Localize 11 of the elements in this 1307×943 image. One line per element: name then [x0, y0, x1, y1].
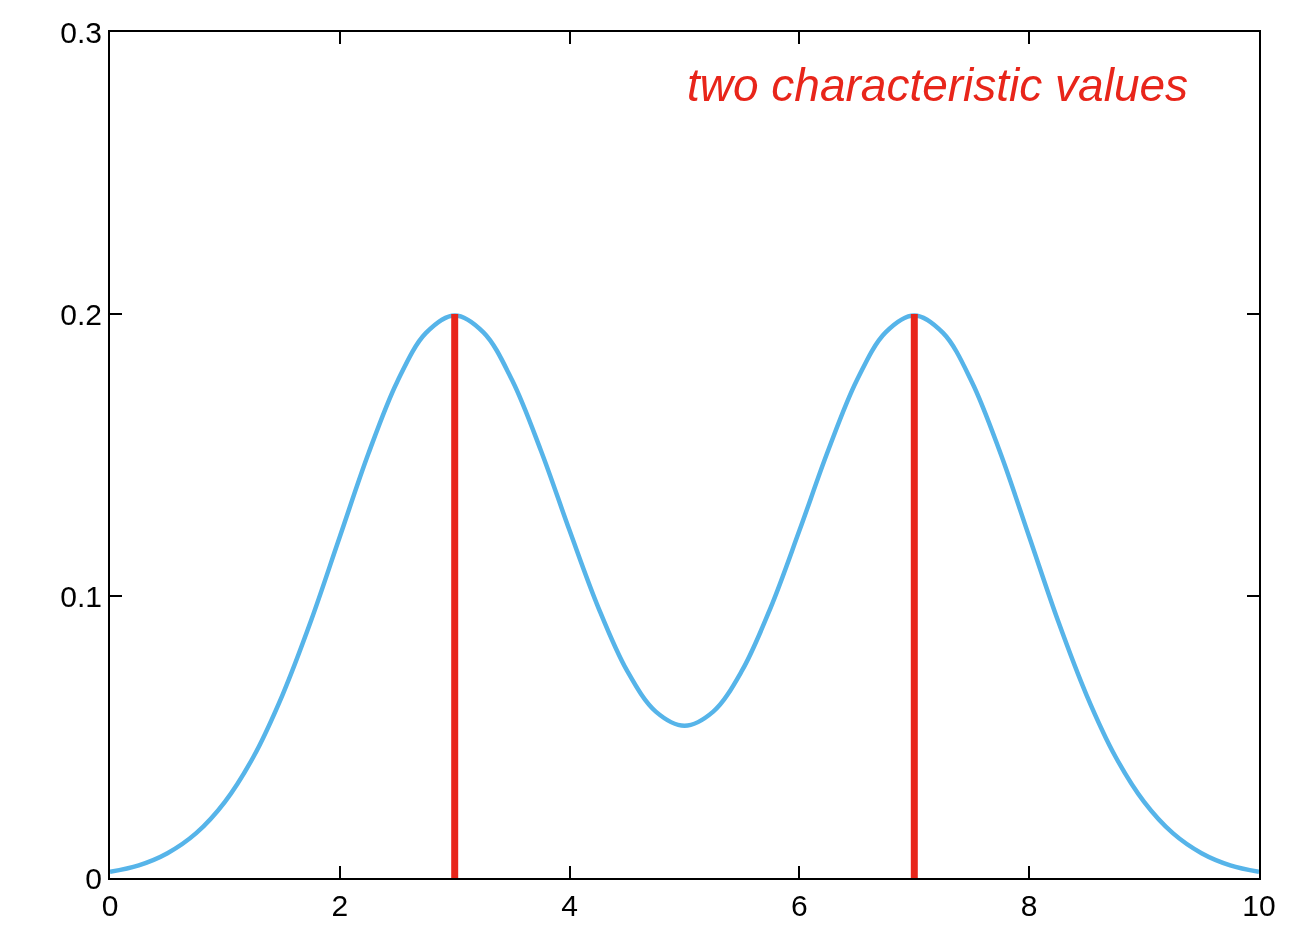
x-tick-label: 2	[331, 889, 349, 922]
y-tick-label: 0	[85, 861, 102, 895]
y-tick-label: 0.1	[60, 579, 102, 613]
x-tick-label: 4	[561, 889, 578, 922]
x-tick-label: 8	[1020, 889, 1038, 922]
annotation: two characteristic values	[687, 59, 1189, 111]
x-tick-label: 10	[1242, 889, 1276, 922]
line-series	[110, 313, 1259, 875]
y-tick-label: 0.2	[60, 297, 102, 331]
y-tick-label: 0.3	[60, 15, 102, 49]
x-tick-label: 6	[791, 889, 808, 922]
